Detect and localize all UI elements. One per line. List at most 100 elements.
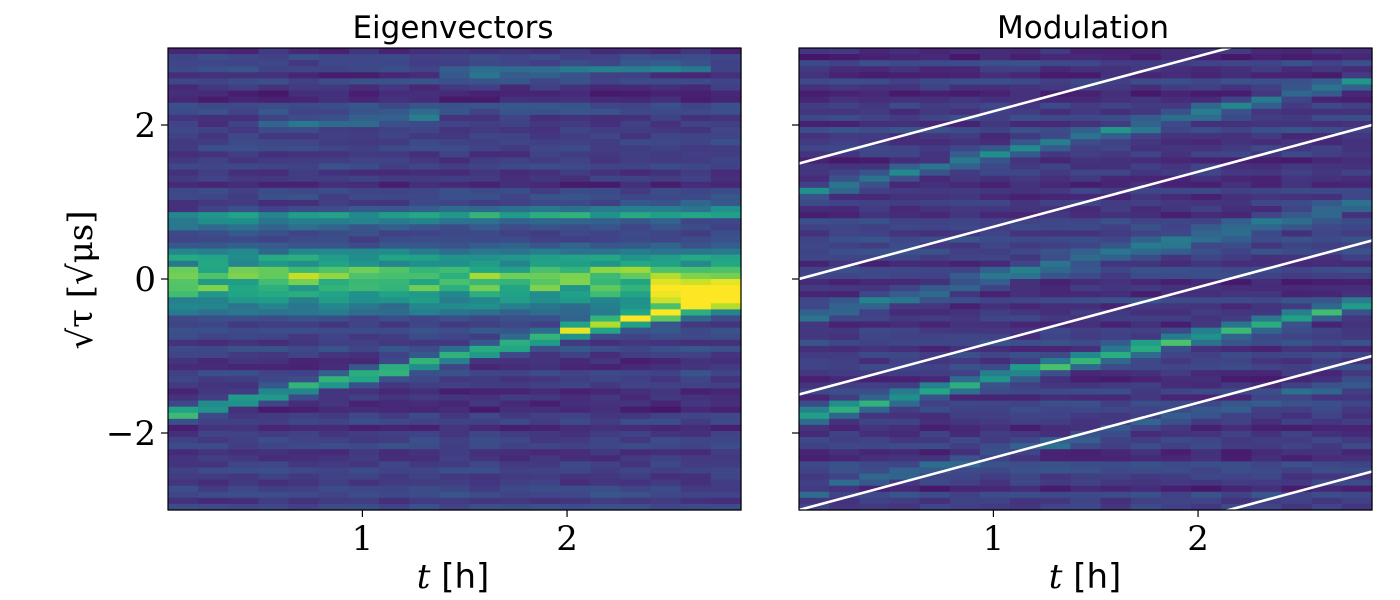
heatmap-cell bbox=[499, 206, 531, 213]
heatmap-cell bbox=[258, 260, 290, 268]
heatmap-cell bbox=[680, 279, 712, 286]
heatmap-cell bbox=[469, 321, 501, 329]
heatmap-cell bbox=[979, 206, 1011, 213]
heatmap-cell bbox=[979, 145, 1011, 152]
heatmap-cell bbox=[409, 187, 441, 195]
heatmap-cell bbox=[620, 339, 652, 347]
heatmap-cell bbox=[409, 382, 441, 390]
heatmap-cell bbox=[439, 430, 471, 438]
heatmap-cell bbox=[1100, 181, 1132, 189]
heatmap-cell bbox=[1281, 388, 1313, 396]
heatmap-cell bbox=[168, 400, 199, 408]
heatmap-cell bbox=[1221, 406, 1252, 414]
heatmap-cell bbox=[1221, 127, 1252, 134]
heatmap-cell bbox=[258, 437, 290, 444]
heatmap-cell bbox=[1341, 315, 1373, 323]
heatmap-cell bbox=[469, 84, 501, 92]
heatmap-cell bbox=[1040, 467, 1072, 475]
heatmap-cell bbox=[1191, 467, 1222, 475]
heatmap-cell bbox=[318, 139, 350, 146]
heatmap-cell bbox=[799, 327, 830, 335]
heatmap-cell bbox=[1160, 236, 1192, 244]
heatmap-cell bbox=[1130, 279, 1162, 286]
heatmap-cell bbox=[1040, 230, 1072, 238]
heatmap-cell bbox=[409, 224, 441, 231]
heatmap-cell bbox=[1341, 120, 1373, 128]
heatmap-cell bbox=[1191, 193, 1222, 201]
heatmap-cell bbox=[288, 54, 320, 61]
heatmap-cell bbox=[1191, 127, 1222, 134]
heatmap-cell bbox=[680, 388, 712, 396]
heatmap-cell bbox=[590, 175, 621, 183]
heatmap-cell bbox=[680, 430, 712, 438]
heatmap-cell bbox=[979, 491, 1011, 499]
heatmap-cell bbox=[439, 145, 471, 152]
heatmap-cell bbox=[198, 303, 229, 310]
heatmap-cell bbox=[799, 315, 830, 323]
heatmap-cell bbox=[499, 485, 531, 493]
heatmap-cell bbox=[1130, 127, 1162, 134]
heatmap-cell bbox=[168, 321, 199, 329]
heatmap-cell bbox=[1251, 230, 1283, 238]
heatmap-cell bbox=[560, 254, 591, 262]
heatmap-cell bbox=[1341, 127, 1373, 134]
heatmap-cell bbox=[1160, 364, 1192, 371]
heatmap-cell bbox=[979, 163, 1011, 171]
heatmap-cell bbox=[620, 467, 652, 475]
heatmap-cell bbox=[859, 339, 891, 347]
heatmap-cell bbox=[560, 358, 591, 365]
heatmap-cell bbox=[228, 133, 260, 140]
heatmap-cell bbox=[258, 248, 290, 256]
heatmap-cell bbox=[799, 48, 830, 55]
heatmap-cell bbox=[889, 279, 921, 286]
heatmap-cell bbox=[1010, 339, 1041, 347]
heatmap-cell bbox=[799, 358, 830, 365]
heatmap-cell bbox=[1251, 437, 1283, 444]
heatmap-cell bbox=[499, 139, 531, 146]
heatmap-cell bbox=[949, 199, 981, 207]
heatmap-cell bbox=[379, 370, 410, 377]
heatmap-cell bbox=[288, 279, 320, 286]
heatmap-cell bbox=[439, 266, 471, 274]
heatmap-cell bbox=[1341, 400, 1373, 408]
heatmap-cell bbox=[198, 60, 229, 67]
heatmap-cell bbox=[590, 139, 621, 146]
heatmap-cell bbox=[1010, 163, 1041, 171]
heatmap-cell bbox=[258, 54, 290, 61]
heatmap-cell bbox=[198, 406, 229, 414]
heatmap-cell bbox=[829, 351, 860, 359]
heatmap-cell bbox=[318, 339, 350, 347]
heatmap-cell bbox=[1040, 400, 1072, 408]
heatmap-cell bbox=[288, 430, 320, 438]
heatmap-cell bbox=[949, 437, 981, 444]
heatmap-cell bbox=[1311, 102, 1343, 110]
heatmap-cell bbox=[348, 327, 380, 335]
heatmap-cell bbox=[799, 78, 830, 86]
heatmap-cell bbox=[1040, 266, 1072, 274]
heatmap-cell bbox=[1040, 345, 1072, 353]
heatmap-cell bbox=[529, 358, 561, 365]
heatmap-cell bbox=[889, 321, 921, 329]
heatmap-cell bbox=[318, 272, 350, 280]
heatmap-cell bbox=[1040, 114, 1072, 122]
heatmap-cell bbox=[1160, 339, 1192, 347]
heatmap-cell bbox=[560, 181, 591, 189]
heatmap-cell bbox=[889, 133, 921, 140]
heatmap-cell bbox=[560, 497, 591, 505]
heatmap-cell bbox=[499, 163, 531, 171]
heatmap-cell bbox=[499, 60, 531, 67]
heatmap-cell bbox=[1191, 120, 1222, 128]
heatmap-cell bbox=[620, 406, 652, 414]
heatmap-cell bbox=[829, 60, 860, 67]
heatmap-cell bbox=[469, 206, 501, 213]
heatmap-cell bbox=[379, 120, 410, 128]
heatmap-cell bbox=[348, 272, 380, 280]
heatmap-cell bbox=[859, 114, 891, 122]
heatmap-cell bbox=[258, 327, 290, 335]
heatmap-cell bbox=[318, 145, 350, 152]
heatmap-cell bbox=[1010, 78, 1041, 86]
heatmap-cell bbox=[1221, 254, 1252, 262]
heatmap-cell bbox=[919, 345, 951, 353]
heatmap-cell bbox=[198, 224, 229, 231]
